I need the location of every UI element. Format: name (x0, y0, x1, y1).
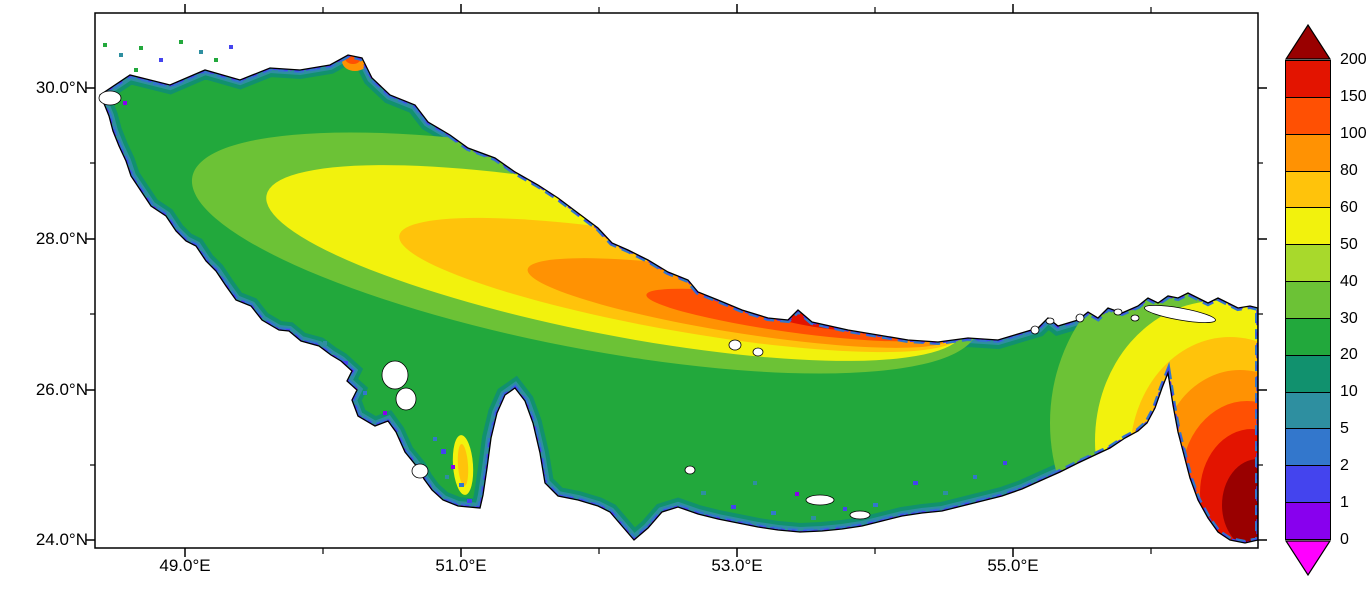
colorbar-segment-150-200 (1286, 61, 1330, 98)
colorbar-tick-label-200: 200 (1340, 51, 1367, 68)
y-tick-label-26n: 26.0°N (35, 380, 88, 399)
under-arrow-triangle (1285, 540, 1331, 576)
y-tick-label-24n: 24.0°N (35, 530, 88, 549)
x-tick-label-53e: 53.0°E (711, 556, 763, 575)
x-tick-label-55e: 55.0°E (987, 556, 1039, 575)
colorbar-under-arrow (1285, 540, 1331, 576)
colorbar-tick-label-1: 1 (1340, 494, 1349, 511)
gulf-map (98, 40, 1258, 544)
colorbar-segment-50-60 (1286, 208, 1330, 246)
colorbar-segment-30-40 (1286, 282, 1330, 319)
colorbar-segment-40-50 (1286, 245, 1330, 283)
x-tick-label-51e: 51.0°E (435, 556, 487, 575)
colorbar-tick-label-30: 30 (1340, 310, 1358, 327)
colorbar-segment-2-5 (1286, 429, 1330, 467)
colorbar-tick-label-150: 150 (1340, 88, 1367, 105)
marsh-speckles (103, 40, 233, 72)
over-arrow-triangle (1285, 24, 1331, 60)
colorbar-tick-label-0: 0 (1340, 531, 1349, 548)
colorbar-tick-label-20: 20 (1340, 346, 1358, 363)
colorbar-tick-label-80: 80 (1340, 162, 1358, 179)
colorbar-segment-20-30 (1286, 318, 1330, 356)
hormuz-oman-deep (1050, 253, 1258, 543)
colorbar-segment-1-2 (1286, 466, 1330, 504)
colorbar-segment-100-150 (1286, 97, 1330, 135)
colorbar-segment-5-10 (1286, 392, 1330, 430)
y-tick-label-30n: 30.0°N (35, 78, 88, 97)
x-tick-label-49e: 49.0°E (159, 556, 211, 575)
colorbar-tick-label-60: 60 (1340, 199, 1358, 216)
colorbar-segment-0-1 (1286, 503, 1330, 539)
colorbar-segment-60-80 (1286, 171, 1330, 209)
colorbar-tick-label-10: 10 (1340, 383, 1358, 400)
colorbar-tick-label-50: 50 (1340, 236, 1358, 253)
colorbar-segment-80-100 (1286, 134, 1330, 172)
colorbar-over-arrow (1285, 24, 1331, 60)
colorbar-tick-label-100: 100 (1340, 125, 1367, 142)
y-tick-label-28n: 28.0°N (35, 229, 88, 248)
colorbar-segment-10-20 (1286, 355, 1330, 393)
colorbar-scale (1285, 60, 1331, 540)
colorbar-tick-label-5: 5 (1340, 420, 1349, 437)
colorbar-tick-label-40: 40 (1340, 273, 1358, 290)
colorbar-tick-label-2: 2 (1340, 457, 1349, 474)
